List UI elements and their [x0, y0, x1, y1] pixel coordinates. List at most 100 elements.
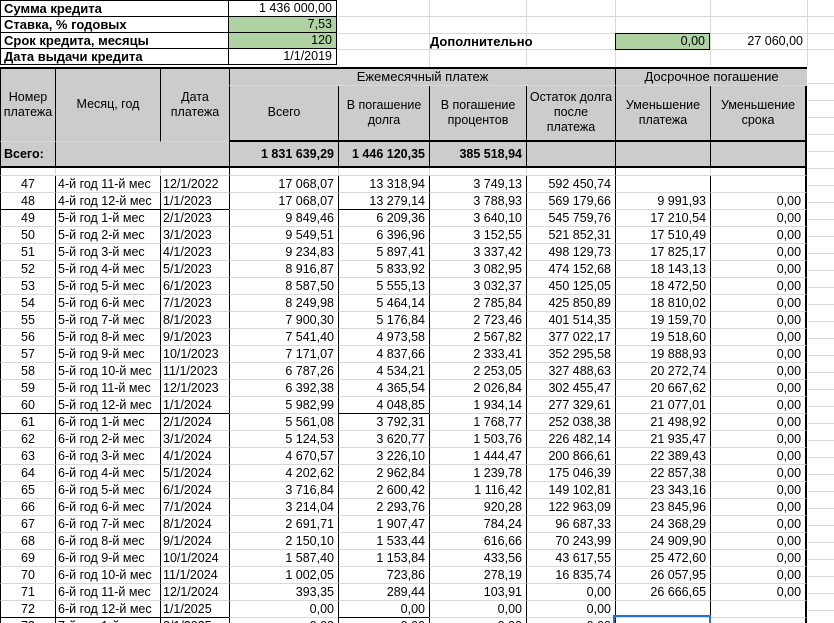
cell-principal[interactable]: 5 464,14 [338, 294, 429, 312]
cell-payment-number[interactable]: 49 [0, 209, 55, 227]
cell-month-year[interactable]: 7-й год 1-й мес [55, 617, 160, 623]
cell-interest[interactable]: 1 934,14 [429, 396, 526, 414]
cell-interest[interactable]: 3 032,37 [429, 277, 526, 295]
cell-remaining-debt[interactable]: 16 835,74 [526, 566, 616, 584]
cell-interest[interactable]: 784,24 [429, 515, 526, 533]
cell-payment-date[interactable]: 7/1/2024 [160, 498, 229, 516]
cell-remaining-debt[interactable]: 545 759,76 [526, 209, 616, 227]
cell-month-year[interactable]: 6-й год 1-й мес [55, 413, 160, 431]
cell-payment-date[interactable]: 2/1/2023 [160, 209, 229, 227]
cell-term-reduction[interactable]: 0,00 [710, 209, 808, 227]
cell-payment-reduction[interactable]: 26 057,95 [615, 566, 711, 584]
cell-term-reduction[interactable]: 0,00 [710, 379, 808, 397]
cell-payment-reduction[interactable]: 19 518,60 [615, 328, 711, 346]
cell-interest[interactable]: 3 749,13 [429, 175, 526, 193]
cell-month-year[interactable]: 5-й год 10-й мес [55, 362, 160, 380]
cell-payment-date[interactable]: 4/1/2024 [160, 447, 229, 465]
col-header-interest[interactable]: В погашение процентов [429, 85, 526, 142]
cell-payment-number[interactable]: 53 [0, 277, 55, 295]
cell-payment-date[interactable]: 2/1/2025 [160, 617, 229, 623]
cell-total[interactable]: 5 982,99 [229, 396, 338, 414]
cell-interest[interactable]: 3 152,55 [429, 226, 526, 244]
cell-remaining-debt[interactable]: 450 125,05 [526, 277, 616, 295]
cell-interest[interactable]: 1 503,76 [429, 430, 526, 448]
cell-payment-reduction[interactable]: 17 825,17 [615, 243, 711, 261]
cell-total[interactable]: 17 068,07 [229, 192, 338, 210]
cell-interest[interactable]: 1 239,78 [429, 464, 526, 482]
selected-cell-outline[interactable] [613, 615, 711, 623]
cell-payment-number[interactable]: 52 [0, 260, 55, 278]
cell-interest[interactable]: 2 333,41 [429, 345, 526, 363]
cell-interest[interactable]: 920,28 [429, 498, 526, 516]
cell-payment-date[interactable]: 9/1/2024 [160, 532, 229, 550]
loan-amount-value[interactable]: 1 436 000,00 [228, 0, 337, 17]
cell-payment-date[interactable]: 5/1/2024 [160, 464, 229, 482]
cell-total[interactable]: 8 587,50 [229, 277, 338, 295]
cell-remaining-debt[interactable]: 592 450,74 [526, 175, 616, 193]
cell-total[interactable]: 0,00 [229, 617, 338, 623]
cell-month-year[interactable]: 5-й год 6-й мес [55, 294, 160, 312]
cell-interest[interactable]: 2 567,82 [429, 328, 526, 346]
cell-total[interactable]: 5 561,08 [229, 413, 338, 431]
cell-term-reduction[interactable]: 0,00 [710, 566, 808, 584]
cell-interest[interactable]: 103,91 [429, 583, 526, 601]
cell-term-reduction[interactable] [710, 600, 808, 618]
cell-payment-reduction[interactable]: 18 810,02 [615, 294, 711, 312]
rate-value[interactable]: 7,53 [228, 16, 337, 33]
cell-total[interactable]: 8 249,98 [229, 294, 338, 312]
cell-total[interactable]: 5 124,53 [229, 430, 338, 448]
cell-remaining-debt[interactable]: 377 022,17 [526, 328, 616, 346]
cell-total[interactable]: 9 549,51 [229, 226, 338, 244]
cell-payment-number[interactable]: 70 [0, 566, 55, 584]
cell-remaining-debt[interactable]: 70 243,99 [526, 532, 616, 550]
cell-term-reduction[interactable]: 0,00 [710, 515, 808, 533]
cell-payment-reduction[interactable]: 23 845,96 [615, 498, 711, 516]
cell-interest[interactable]: 2 785,84 [429, 294, 526, 312]
cell-total[interactable]: 0,00 [229, 600, 338, 618]
cell-month-year[interactable]: 5-й год 12-й мес [55, 396, 160, 414]
cell-total[interactable]: 7 171,07 [229, 345, 338, 363]
cell-remaining-debt[interactable]: 0,00 [526, 583, 616, 601]
cell-principal[interactable]: 5 897,41 [338, 243, 429, 261]
cell-month-year[interactable]: 6-й год 9-й мес [55, 549, 160, 567]
cell-payment-reduction[interactable]: 17 510,49 [615, 226, 711, 244]
cell-total[interactable]: 2 150,10 [229, 532, 338, 550]
cell-payment-date[interactable]: 11/1/2023 [160, 362, 229, 380]
cell-term-reduction[interactable]: 0,00 [710, 396, 808, 414]
cell-payment-date[interactable]: 8/1/2024 [160, 515, 229, 533]
cell-payment-number[interactable]: 67 [0, 515, 55, 533]
cell-payment-reduction[interactable]: 23 343,16 [615, 481, 711, 499]
col-header-payment-date[interactable]: Дата платежа [160, 67, 229, 142]
cell-payment-date[interactable]: 5/1/2023 [160, 260, 229, 278]
cell-remaining-debt[interactable]: 200 866,61 [526, 447, 616, 465]
cell-principal[interactable]: 289,44 [338, 583, 429, 601]
cell-payment-number[interactable]: 63 [0, 447, 55, 465]
cell-remaining-debt[interactable]: 0,00 [526, 600, 616, 618]
totals-label[interactable]: Всего: [0, 141, 55, 168]
cell-term-reduction[interactable]: 0,00 [710, 430, 808, 448]
cell-remaining-debt[interactable]: 43 617,55 [526, 549, 616, 567]
cell-term-reduction[interactable]: 0,00 [710, 277, 808, 295]
cell-total[interactable]: 9 234,83 [229, 243, 338, 261]
cell-principal[interactable]: 4 837,66 [338, 345, 429, 363]
cell-payment-date[interactable]: 8/1/2023 [160, 311, 229, 329]
cell-principal[interactable]: 4 534,21 [338, 362, 429, 380]
cell-payment-number[interactable]: 55 [0, 311, 55, 329]
cell-payment-reduction[interactable]: 24 368,29 [615, 515, 711, 533]
cell-payment-date[interactable]: 6/1/2024 [160, 481, 229, 499]
cell-interest[interactable]: 0,00 [429, 617, 526, 623]
cell-remaining-debt[interactable]: 122 963,09 [526, 498, 616, 516]
cell-payment-number[interactable]: 69 [0, 549, 55, 567]
cell-term-reduction[interactable]: 0,00 [710, 413, 808, 431]
cell-term-reduction[interactable]: 0,00 [710, 532, 808, 550]
cell-principal[interactable]: 4 048,85 [338, 396, 429, 414]
cell-month-year[interactable]: 5-й год 1-й мес [55, 209, 160, 227]
cell-payment-reduction[interactable]: 17 210,54 [615, 209, 711, 227]
cell-principal[interactable]: 13 318,94 [338, 175, 429, 193]
cell-principal[interactable]: 13 279,14 [338, 192, 429, 210]
cell-interest[interactable]: 3 082,95 [429, 260, 526, 278]
issue-date-value[interactable]: 1/1/2019 [228, 48, 337, 65]
cell-payment-number[interactable]: 61 [0, 413, 55, 431]
cell-principal[interactable]: 6 209,36 [338, 209, 429, 227]
cell-total[interactable]: 17 068,07 [229, 175, 338, 193]
